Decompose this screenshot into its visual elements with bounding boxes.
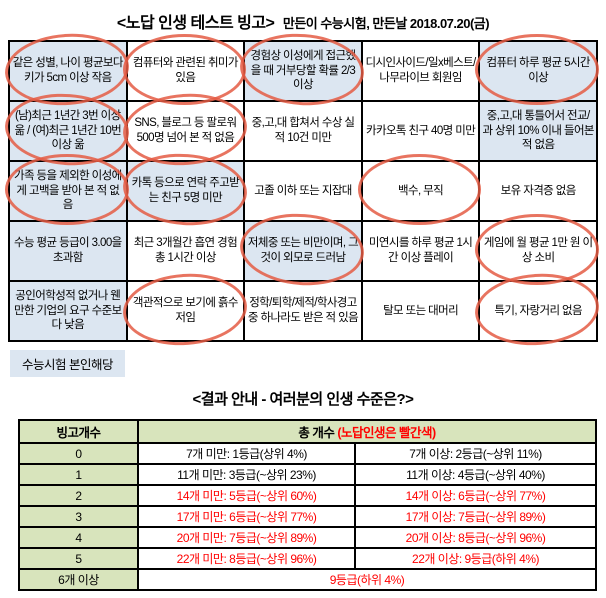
result-row: 2 14개 미만: 5등급(~상위 60%) 14개 이상: 6등급(~상위 77%… [18,484,598,507]
bingo-count-cell: 1 [18,463,139,486]
bingo-cell: 중,고,대 통틀어서 전교/과 상위 10% 이내 들어본 적 없음 [480,102,596,160]
author-tag: 수능시험 본인해당 [10,350,125,377]
bingo-cell-text: 객관적으로 보기에 흙수저임 [132,297,239,324]
bingo-cell-text: 수능 평균 등급이 3.00을 초과함 [13,237,122,264]
bingo-cell: 디시인사이드/일x베스트/나무라이브 회원임 [362,42,479,100]
bingo-cell-text: 미연시를 하루 평균 1시간 이상 플레이 [368,237,473,264]
bingo-cell: 백수, 무직 [357,154,482,225]
bingo-grid: 같은 성별, 나이 평균보다 키가 5cm 이상 작음 컴퓨터와 관련된 취미가 … [2,29,602,350]
bingo-cell-text: 컴퓨터와 관련된 취미가 있음 [132,57,239,84]
bingo-cell-text: 특기, 자랑거리 없음 [494,304,582,317]
grade-cell: 7개 미만: 1등급(상위 4%) [137,442,356,465]
grade-cell: 7개 이상: 2등급(~상위 11%) [353,442,598,465]
result-header-bingo-count: 빙고개수 [18,419,139,444]
result-row: 0 7개 미만: 1등급(상위 4%) 7개 이상: 2등급(~상위 11%) [18,442,598,465]
bingo-cell-text: 탈모 또는 대머리 [383,304,459,317]
result-row: 4 20개 미만: 7등급(~상위 89%) 20개 이상: 8등급(~상위 96%… [18,526,598,549]
bingo-cell-text: 같은 성별, 나이 평균보다 키가 5cm 이상 작음 [12,57,124,84]
result-subtitle: <결과 안내 - 여러분의 인생 수준은?> [192,391,414,408]
bingo-cell: 최근 3개월간 흡연 경험 총 1시간 이상 [127,222,244,280]
bingo-cell: (남)최근 1년간 3번 이상 욺 / (여)최근 1년간 10번 이상 욺 [2,89,131,170]
bingo-cell: 정학/퇴학/제적/학사경고 중 하나라도 받은 적 있음 [245,282,361,340]
result-header-total-note: (노답인생은 빨간색) [337,426,436,440]
bingo-cell-text: 게임에 월 평균 1만 원 이상 소비 [483,237,593,264]
grade-cell: 17개 미만: 6등급(~상위 77%) [137,505,356,528]
grade-cell: 22개 미만: 8등급(~상위 96%) [137,547,356,570]
bingo-cell: 저체중 또는 비만이며, 그것이 외모로 드러남 [237,209,367,290]
grade-cell: 11개 이상: 4등급(~상위 40%) [353,463,598,486]
bingo-cell-text: 컴퓨터 하루 평균 5시간 이상 [486,57,590,84]
bingo-cell: 같은 성별, 나이 평균보다 키가 5cm 이상 작음 [2,29,131,110]
bingo-cell-text: 정학/퇴학/제적/학사경고 중 하나라도 받은 적 있음 [247,297,359,324]
bingo-cell: 컴퓨터 하루 평균 5시간 이상 [475,34,599,105]
grade-cell: 22개 이상: 9등급(하위 4%) [353,547,598,570]
bingo-count-cell: 0 [18,442,139,465]
result-row: 3 17개 미만: 6등급(~상위 77%) 17개 이상: 7등급(~상위 89%… [18,505,598,528]
bingo-cell: 중,고,대 합쳐서 수상 실적 10건 미만 [245,102,361,160]
bingo-cell-text: 중,고,대 합쳐서 수상 실적 10건 미만 [251,117,355,144]
bingo-cell: 수능 평균 등급이 3.00을 초과함 [10,222,126,280]
bingo-cell-text: 경험상 이성에게 접근했을 때 거부당할 확률 2/3 이상 [250,49,356,92]
bingo-cell-text: 중,고,대 통틀어서 전교/과 상위 10% 이내 들어본 적 없음 [482,109,594,152]
grade-cell: 20개 이상: 8등급(~상위 96%) [353,526,598,549]
bingo-cell: 탈모 또는 대머리 [362,282,479,340]
bingo-cell: 고졸 이하 또는 지잡대 [245,162,361,220]
bingo-cell: 경험상 이성에게 접근했을 때 거부당할 확률 2/3 이상 [237,29,367,110]
bingo-cell-text: 카카오톡 친구 40명 미만 [365,124,476,137]
result-header-row: 빙고개수 총 개수 (노답인생은 빨간색) [18,419,598,444]
page-title: <노답 인생 테스트 빙고> 만든이 수능시험, 만든날 2018.07.20(… [0,0,606,33]
result-header-total: 총 개수 (노답인생은 빨간색) [136,419,598,444]
bingo-cell: 컴퓨터와 관련된 취미가 있음 [122,34,247,105]
grade-cell: 17개 이상: 7등급(~상위 89%) [353,505,598,528]
bingo-count-cell: 4 [18,526,139,549]
result-row: 6개 이상 9등급(하위 4%) [18,568,598,591]
bingo-cell-text: 카톡 등으로 연락 주고받는 친구 5명 미만 [131,177,240,204]
bingo-cell: 특기, 자랑거리 없음 [473,269,602,350]
bingo-cell: 카카오톡 친구 40명 미만 [362,102,479,160]
grade-cell: 14개 이상: 6등급(~상위 77%) [353,484,598,507]
bingo-count-cell: 6개 이상 [18,568,139,591]
grade-cell: 14개 미만: 5등급(~상위 60%) [137,484,356,507]
result-row: 1 11개 미만: 3등급(~상위 23%) 11개 이상: 4등급(~상위 40%… [18,463,598,486]
grade-cell: 11개 미만: 3등급(~상위 23%) [137,463,356,486]
title-main: <노답 인생 테스트 빙고> [116,15,275,32]
result-header-total-label: 총 개수 [298,426,338,440]
bingo-cell-text: 고졸 이하 또는 지잡대 [254,184,352,197]
bingo-cell-text: 보유 자격증 없음 [500,184,577,197]
grade-cell: 20개 미만: 7등급(~상위 89%) [137,526,356,549]
title-sub: 만든이 수능시험, 만든날 2018.07.20(금) [282,16,490,31]
bingo-cell-text: 공인어학성적 없거나 웬만한 기업의 요구 수준보다 낮음 [14,289,122,332]
bingo-count-cell: 3 [18,505,139,528]
bingo-cell-text: 저체중 또는 비만이며, 그것이 외모로 드러남 [247,237,359,264]
bingo-cell-text: 최근 3개월간 흡연 경험 총 1시간 이상 [133,237,238,264]
bingo-cell: 가족 등을 제외한 이성에게 고백을 받아 본 적 없음 [5,154,129,225]
grade-cell: 9등급(하위 4%) [136,568,598,591]
bingo-cell-text: SNS, 블로그 등 팔로워 500명 넘어 본 적 없음 [134,117,237,144]
bingo-count-cell: 5 [18,547,139,570]
bingo-cell: 게임에 월 평균 1만 원 이상 소비 [475,214,599,285]
bingo-cell: SNS, 블로그 등 팔로워 500명 넘어 본 적 없음 [120,89,249,170]
bingo-cell: 보유 자격증 없음 [480,162,596,220]
bingo-cell: 공인어학성적 없거나 웬만한 기업의 요구 수준보다 낮음 [10,282,126,340]
bingo-cell-text: 가족 등을 제외한 이성에게 고백을 받아 본 적 없음 [14,169,122,212]
bingo-cell-text: 디시인사이드/일x베스트/나무라이브 회원임 [365,57,477,84]
bingo-cell: 카톡 등으로 연락 주고받는 친구 5명 미만 [120,149,249,230]
result-row: 5 22개 미만: 8등급(~상위 96%) 22개 이상: 9등급(하위 4%) [18,547,598,570]
bingo-cell: 미연시를 하루 평균 1시간 이상 플레이 [362,222,479,280]
bingo-cell-text: 백수, 무직 [398,184,444,197]
bingo-cell-text: (남)최근 1년간 3번 이상 욺 / (여)최근 1년간 10번 이상 욺 [14,109,122,152]
bingo-cell: 객관적으로 보기에 흙수저임 [120,269,249,350]
bingo-count-cell: 2 [18,484,139,507]
result-table: 빙고개수 총 개수 (노답인생은 빨간색) 0 7개 미만: 1등급(상위 4%)… [18,419,598,591]
